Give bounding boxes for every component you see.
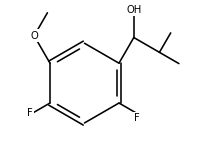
- Text: OH: OH: [126, 5, 141, 15]
- Text: F: F: [27, 108, 32, 118]
- Text: O: O: [30, 31, 38, 41]
- Text: F: F: [134, 113, 140, 123]
